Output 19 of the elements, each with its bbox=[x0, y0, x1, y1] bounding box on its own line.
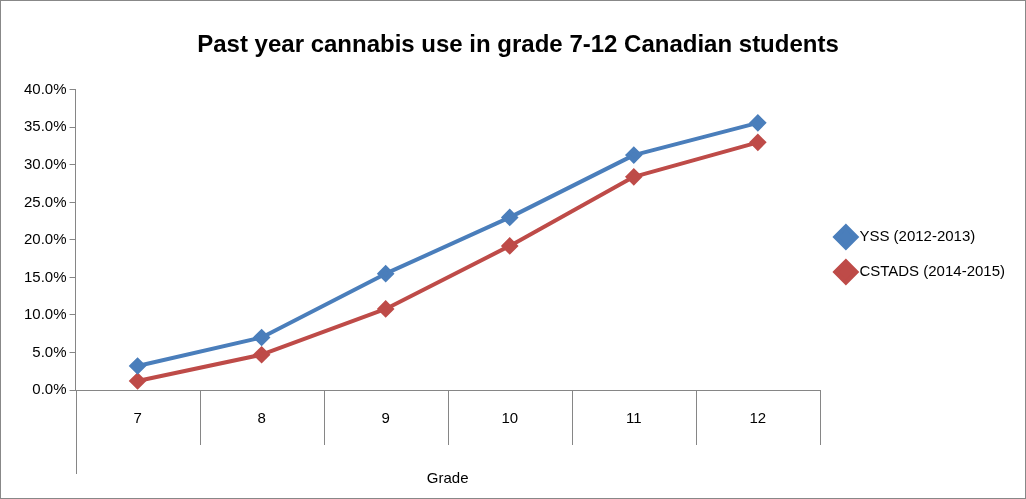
x-tick-label: 12 bbox=[749, 409, 767, 427]
x-axis-title: Grade bbox=[426, 469, 469, 487]
y-tick-label: 0.0% bbox=[32, 380, 67, 398]
x-tick-label: 9 bbox=[381, 409, 390, 427]
legend-label: YSS (2012-2013) bbox=[859, 227, 976, 245]
chart-title: Past year cannabis use in grade 7-12 Canadian students bbox=[197, 30, 839, 58]
legend-label: CSTADS (2014-2015) bbox=[859, 262, 1005, 280]
x-tick-label: 7 bbox=[133, 409, 142, 427]
x-tick-label: 8 bbox=[257, 409, 266, 427]
x-tick-label: 10 bbox=[501, 409, 519, 427]
y-tick-label: 30.0% bbox=[23, 154, 67, 172]
y-tick-label: 10.0% bbox=[23, 305, 67, 323]
y-tick-label: 40.0% bbox=[23, 79, 67, 97]
y-tick-label: 35.0% bbox=[23, 117, 67, 135]
x-tick-label: 11 bbox=[626, 409, 642, 427]
y-tick-label: 25.0% bbox=[23, 192, 67, 210]
y-tick-label: 15.0% bbox=[23, 267, 67, 285]
y-tick-label: 20.0% bbox=[23, 230, 67, 248]
y-tick-label: 5.0% bbox=[32, 342, 67, 360]
